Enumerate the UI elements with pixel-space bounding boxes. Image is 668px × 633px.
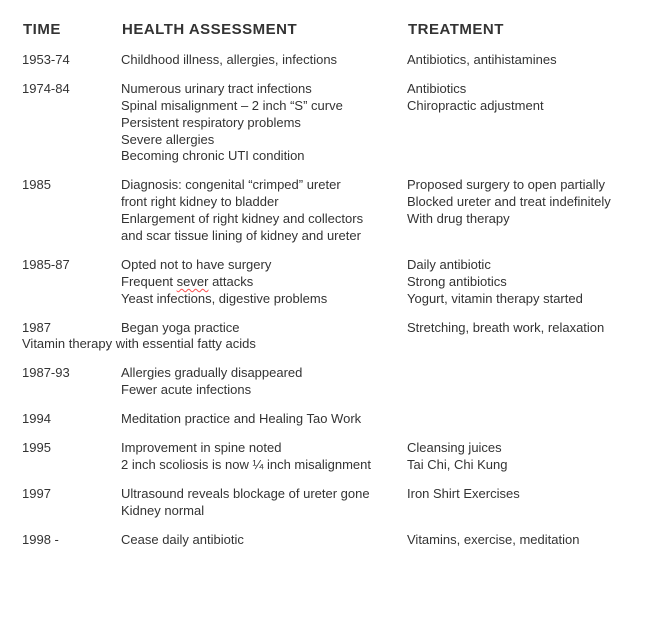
table-row: 1995Improvement in spine noted2 inch sco…	[22, 440, 646, 486]
cell-time: 1987-93	[22, 365, 121, 411]
cell-assessment: Cease daily antibiotic	[121, 532, 407, 561]
cell-assessment: Began yoga practice	[121, 320, 407, 337]
header-time: TIME	[22, 20, 121, 52]
header-assessment: HEALTH ASSESSMENT	[121, 20, 407, 52]
table-row: 1985-87Opted not to have surgeryFrequent…	[22, 257, 646, 320]
cell-treatment: Iron Shirt Exercises	[407, 486, 646, 532]
table-row: 1987Began yoga practiceStretching, breat…	[22, 320, 646, 337]
cell-time: 1953-74	[22, 52, 121, 81]
cell-time: 1985	[22, 177, 121, 257]
cell-treatment	[407, 365, 646, 411]
cell-time: 1994	[22, 411, 121, 440]
cell-time: 1997	[22, 486, 121, 532]
table-row-span: Vitamin therapy with essential fatty aci…	[22, 336, 646, 365]
header-treatment: TREATMENT	[407, 20, 646, 52]
cell-assessment: Improvement in spine noted2 inch scolios…	[121, 440, 407, 486]
table-row: 1997Ultrasound reveals blockage of urete…	[22, 486, 646, 532]
cell-time: 1998 -	[22, 532, 121, 561]
table-row: 1994Meditation practice and Healing Tao …	[22, 411, 646, 440]
cell-assessment: Numerous urinary tract infectionsSpinal …	[121, 81, 407, 177]
table-row: 1987-93Allergies gradually disappearedFe…	[22, 365, 646, 411]
cell-treatment: Proposed surgery to open partiallyBlocke…	[407, 177, 646, 257]
cell-treatment: Vitamins, exercise, meditation	[407, 532, 646, 561]
cell-time: 1974-84	[22, 81, 121, 177]
cell-time: 1987	[22, 320, 121, 337]
cell-treatment: Antibiotics, antihistamines	[407, 52, 646, 81]
cell-full-span: Vitamin therapy with essential fatty aci…	[22, 336, 646, 365]
cell-treatment: Stretching, breath work, relaxation	[407, 320, 646, 337]
cell-treatment: Daily antibioticStrong antibioticsYogurt…	[407, 257, 646, 320]
cell-assessment: Ultrasound reveals blockage of ureter go…	[121, 486, 407, 532]
table-row: 1953-74Childhood illness, allergies, inf…	[22, 52, 646, 81]
cell-time: 1985-87	[22, 257, 121, 320]
table-row: 1998 -Cease daily antibioticVitamins, ex…	[22, 532, 646, 561]
table-row: 1985Diagnosis: congenital “crimped” uret…	[22, 177, 646, 257]
cell-time: 1995	[22, 440, 121, 486]
table-row: 1974-84Numerous urinary tract infections…	[22, 81, 646, 177]
cell-treatment: AntibioticsChiropractic adjustment	[407, 81, 646, 177]
cell-assessment: Opted not to have surgeryFrequent sever …	[121, 257, 407, 320]
cell-assessment: Childhood illness, allergies, infections	[121, 52, 407, 81]
cell-treatment: Cleansing juicesTai Chi, Chi Kung	[407, 440, 646, 486]
health-history-table: TIME HEALTH ASSESSMENT TREATMENT 1953-74…	[22, 20, 646, 560]
cell-assessment: Allergies gradually disappearedFewer acu…	[121, 365, 407, 411]
cell-treatment	[407, 411, 646, 440]
cell-assessment: Meditation practice and Healing Tao Work	[121, 411, 407, 440]
cell-assessment: Diagnosis: congenital “crimped” ureterfr…	[121, 177, 407, 257]
spellcheck-word: sever	[177, 274, 209, 289]
